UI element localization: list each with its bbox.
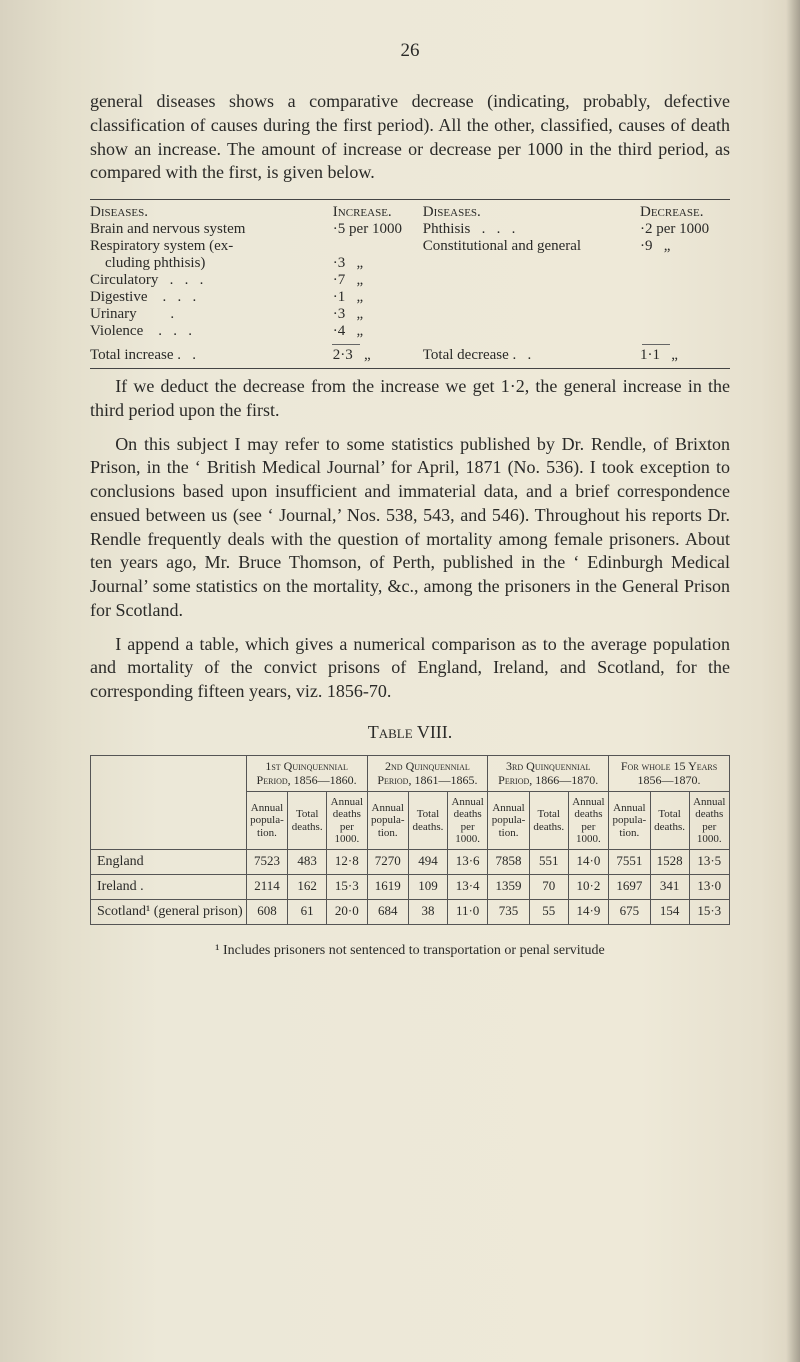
total-increase-value: 2·3 „ [333, 347, 423, 364]
cell: 13·6 [447, 849, 487, 874]
cell: 608 [246, 899, 287, 924]
row-label: Violence . . . [90, 323, 333, 340]
cell: 551 [529, 849, 568, 874]
row-value: ·7 „ [333, 272, 423, 289]
row-value: ·3 „ [333, 255, 423, 272]
sub-header: Annual deaths per 1000. [327, 792, 367, 849]
group-header: 3rd Quinquennial Period, 1866—1870. [488, 755, 609, 792]
cell: 15·3 [327, 874, 367, 899]
cell: 15·3 [689, 899, 729, 924]
cell: 13·0 [689, 874, 729, 899]
rule-icon [332, 344, 360, 345]
sub-header: Annual deaths per 1000. [447, 792, 487, 849]
sub-header: Annual deaths per 1000. [689, 792, 729, 849]
row-label: Constitutional and general [423, 238, 640, 255]
cell: 7858 [488, 849, 529, 874]
sub-header: Total deaths. [408, 792, 447, 849]
row-value: ·2 per 1000 [640, 221, 730, 238]
table-caption: Table VIII. [90, 722, 730, 743]
row-value: ·5 per 1000 [333, 221, 423, 238]
total-increase-label: Total increase . . [90, 347, 333, 364]
cell: 1528 [650, 849, 689, 874]
cell: 7551 [609, 849, 650, 874]
cell: 675 [609, 899, 650, 924]
table-row: Scotland¹ (general prison) 608 61 20·0 6… [91, 899, 730, 924]
col-head-diseases-left: Diseases. [90, 204, 333, 221]
cell: 109 [408, 874, 447, 899]
row-value: ·4 „ [333, 323, 423, 340]
table-row: Ireland . 2114 162 15·3 1619 109 13·4 13… [91, 874, 730, 899]
cell: 10·2 [568, 874, 608, 899]
sub-header: Annual popula-tion. [488, 792, 529, 849]
page-number: 26 [90, 40, 730, 62]
cell: 684 [367, 899, 408, 924]
col-head-diseases-right: Diseases. [423, 204, 640, 221]
paragraph-2: If we deduct the decrease from the incre… [90, 375, 730, 423]
increase-decrease-table: Diseases. Increase. Diseases. Decrease. … [90, 199, 730, 369]
group-header: 1st Quinquennial Period, 1856—1860. [246, 755, 367, 792]
cell: 7270 [367, 849, 408, 874]
row-value [333, 238, 423, 255]
cell: 494 [408, 849, 447, 874]
cell: 154 [650, 899, 689, 924]
cell: 55 [529, 899, 568, 924]
cell: 7523 [246, 849, 287, 874]
row-label: England [91, 849, 247, 874]
sub-header: Total deaths. [288, 792, 327, 849]
row-label: Urinary . [90, 306, 333, 323]
paragraph-1: general diseases shows a comparative dec… [90, 90, 730, 185]
total-decrease-value: 1·1 „ [640, 347, 730, 364]
quinquennial-table: 1st Quinquennial Period, 1856—1860. 2nd … [90, 755, 730, 925]
row-value: ·9 „ [640, 238, 730, 255]
row-label: Digestive . . . [90, 289, 333, 306]
rule-icon [642, 344, 670, 345]
row-value: ·3 „ [333, 306, 423, 323]
cell: 13·5 [689, 849, 729, 874]
row-label: Ireland . [91, 874, 247, 899]
row-label: Respiratory system (ex- [90, 238, 333, 255]
sub-header: Total deaths. [529, 792, 568, 849]
cell: 1359 [488, 874, 529, 899]
cell: 162 [288, 874, 327, 899]
page: 26 general diseases shows a comparative … [0, 0, 800, 1362]
cell: 61 [288, 899, 327, 924]
footnote: ¹ Includes prisoners not sentenced to tr… [90, 943, 730, 959]
cell: 11·0 [447, 899, 487, 924]
cell: 483 [288, 849, 327, 874]
paragraph-3: On this subject I may refer to some stat… [90, 433, 730, 623]
row-label: Phthisis . . . [423, 221, 640, 238]
cell: 70 [529, 874, 568, 899]
paragraph-4: I append a table, which gives a numerica… [90, 633, 730, 704]
cell: 20·0 [327, 899, 367, 924]
row-label: cluding phthisis) [90, 255, 333, 272]
sub-header: Annual deaths per 1000. [568, 792, 608, 849]
cell: 38 [408, 899, 447, 924]
col-head-decrease: Decrease. [640, 204, 730, 221]
row-label: Circulatory . . . [90, 272, 333, 289]
row-label: Scotland¹ (general prison) [91, 899, 247, 924]
sub-header: Annual popula-tion. [246, 792, 287, 849]
row-value: ·1 „ [333, 289, 423, 306]
sub-header: Annual popula-tion. [609, 792, 650, 849]
group-header: 2nd Quinquennial Period, 1861—1865. [367, 755, 488, 792]
cell: 1697 [609, 874, 650, 899]
row-label: Brain and nervous system [90, 221, 333, 238]
cell: 12·8 [327, 849, 367, 874]
cell: 1619 [367, 874, 408, 899]
cell: 2114 [246, 874, 287, 899]
group-header: For whole 15 Years 1856—1870. [609, 755, 730, 792]
cell: 341 [650, 874, 689, 899]
sub-header: Total deaths. [650, 792, 689, 849]
cell: 14·9 [568, 899, 608, 924]
cell: 13·4 [447, 874, 487, 899]
total-decrease-label: Total decrease . . [423, 347, 640, 364]
page-edge-shadow [786, 0, 800, 1362]
cell: 14·0 [568, 849, 608, 874]
sub-header: Annual popula-tion. [367, 792, 408, 849]
table-row: England 7523 483 12·8 7270 494 13·6 7858… [91, 849, 730, 874]
cell: 735 [488, 899, 529, 924]
col-head-increase: Increase. [333, 204, 423, 221]
